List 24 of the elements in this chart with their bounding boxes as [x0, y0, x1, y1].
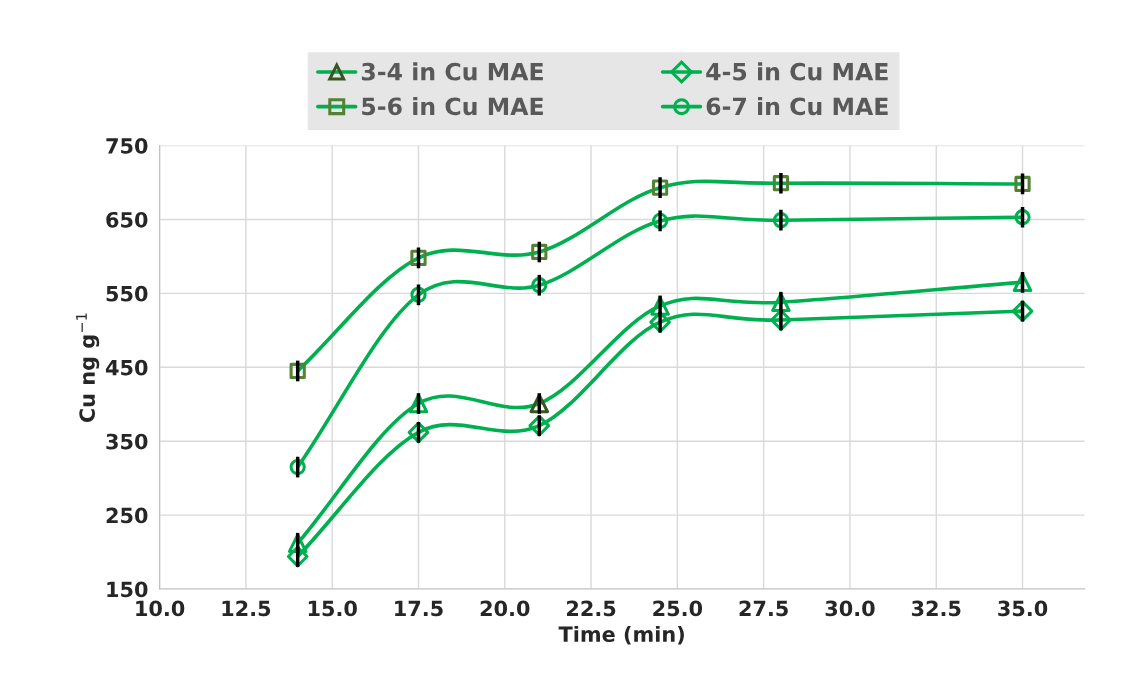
y-tick-label: 750 [106, 137, 148, 154]
x-tick-label: 17.5 [395, 600, 443, 617]
legend-label: 4-5 in Cu MAE [706, 62, 888, 81]
y-tick-label: 250 [106, 507, 148, 524]
y-tick-label: 650 [106, 211, 148, 228]
y-axis-title: Cu ng g$^{−1}$ [76, 313, 100, 423]
x-tick-label: 35.0 [998, 600, 1048, 617]
x-tick-label: 30.0 [825, 600, 875, 617]
x-tick-label: 12.5 [222, 600, 271, 617]
legend-label: 6-7 in Cu MAE [706, 96, 888, 116]
x-tick-label: 25.0 [653, 600, 703, 617]
legend-label: 5-6 in Cu MAE [362, 96, 543, 116]
x-axis-title: Time (min) [558, 625, 684, 645]
y-tick-label: 450 [105, 359, 148, 376]
x-tick-label: 15.0 [308, 600, 357, 617]
legend-label: 3-4 in Cu MAE [361, 62, 543, 81]
y-tick-label: 550 [106, 285, 148, 302]
x-tick-label: 10.0 [136, 600, 185, 617]
x-tick-label: 32.5 [911, 600, 961, 617]
y-tick-label: 350 [106, 433, 148, 450]
x-tick-label: 27.5 [739, 600, 788, 617]
x-tick-label: 20.0 [480, 600, 530, 617]
x-tick-label: 22.5 [567, 600, 616, 617]
y-tick-label: 150 [107, 581, 148, 598]
